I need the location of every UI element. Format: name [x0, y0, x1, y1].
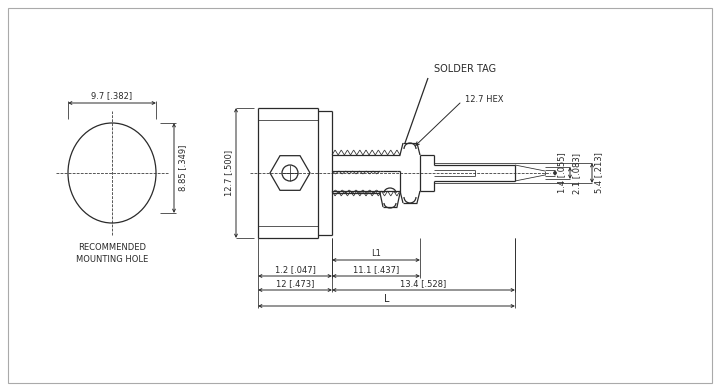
Text: 8.85 [.349]: 8.85 [.349] [178, 145, 187, 191]
Text: SOLDER TAG: SOLDER TAG [434, 64, 496, 74]
Text: L: L [384, 294, 390, 304]
Text: RECOMMENDED
MOUNTING HOLE: RECOMMENDED MOUNTING HOLE [76, 243, 148, 264]
Text: 11.1 [.437]: 11.1 [.437] [353, 265, 399, 274]
Text: 13.4 [.528]: 13.4 [.528] [400, 279, 446, 288]
Text: 12 [.473]: 12 [.473] [276, 279, 314, 288]
Text: 12.7 HEX: 12.7 HEX [465, 95, 503, 104]
Text: 1.2 [.047]: 1.2 [.047] [274, 265, 315, 274]
Text: 12.7 [.500]: 12.7 [.500] [224, 150, 233, 196]
Text: 2.1 [.083]: 2.1 [.083] [572, 152, 581, 194]
Text: 9.7 [.382]: 9.7 [.382] [91, 91, 132, 100]
Text: 5.4 [.213]: 5.4 [.213] [594, 152, 603, 194]
Text: L1: L1 [371, 249, 381, 258]
Text: 1.4 [.055]: 1.4 [.055] [557, 152, 566, 194]
